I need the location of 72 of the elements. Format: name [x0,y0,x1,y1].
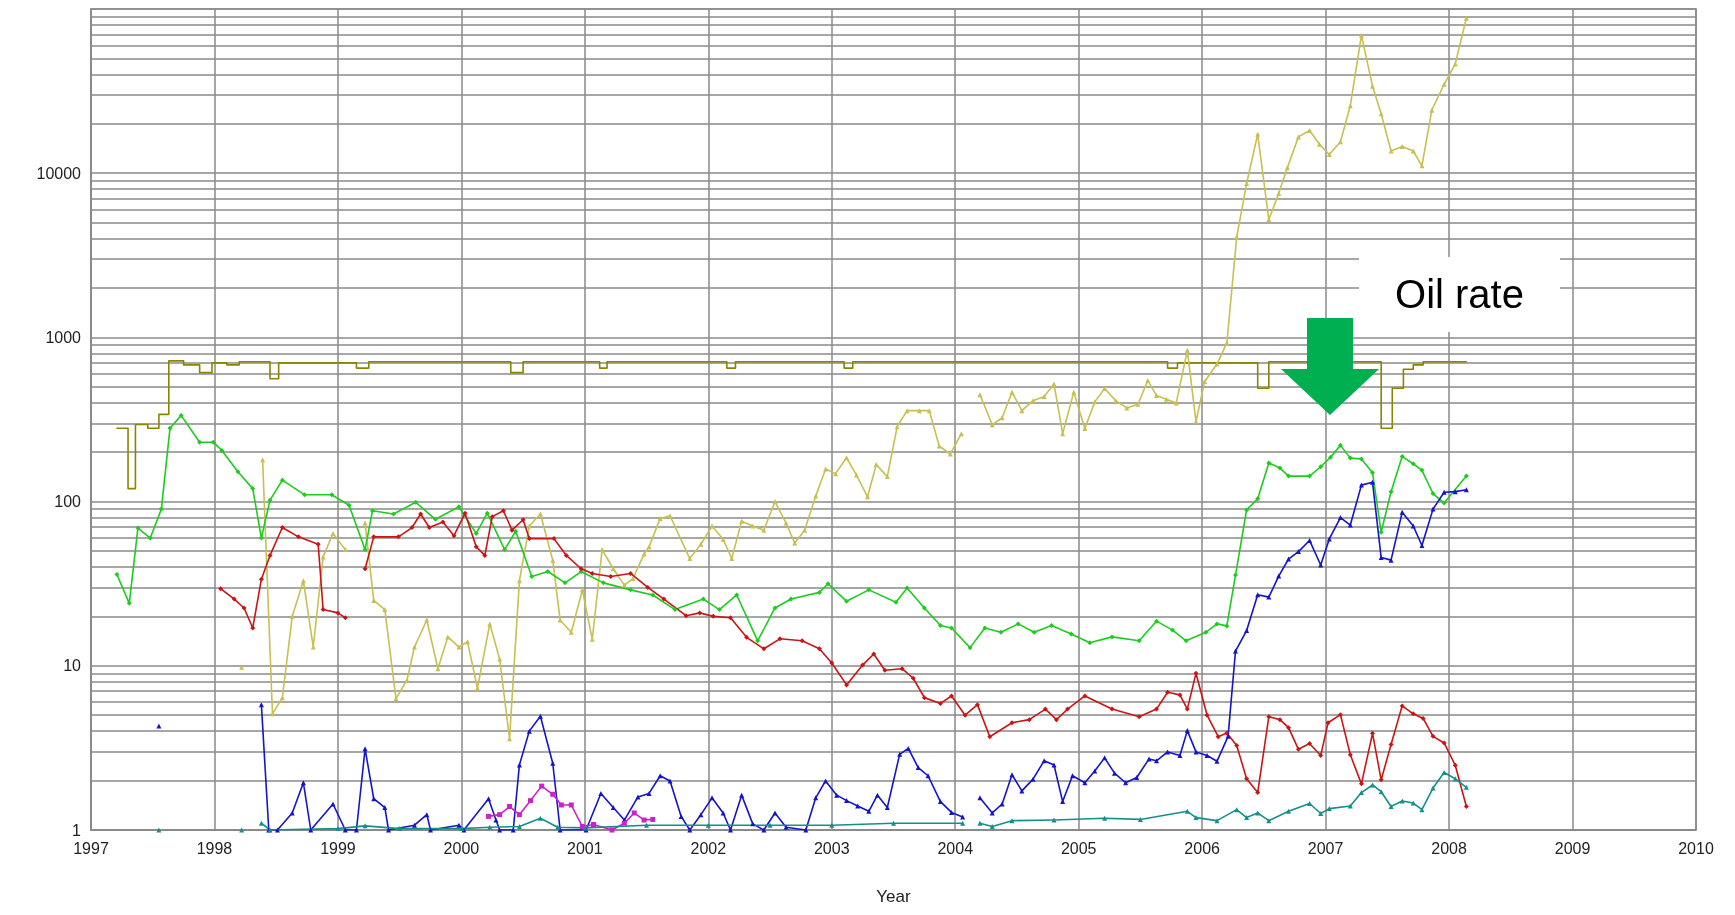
point [989,824,995,830]
x-axis-title: Year [876,887,912,906]
point [487,824,493,830]
point [1307,801,1313,806]
y-tick-label: 1 [72,821,82,839]
point [486,813,492,819]
y-tick-label: 1000 [45,328,82,346]
point [1137,816,1143,822]
point [558,802,564,808]
point [650,816,656,822]
point [829,822,835,828]
point [1463,784,1469,790]
x-tick-label: 2010 [1678,839,1714,857]
point [1430,785,1436,791]
annotation: Oil rate [1359,257,1560,332]
x-tick-label: 1999 [320,839,356,857]
point [239,827,245,833]
point [516,824,522,830]
point [1441,769,1447,775]
x-tick-label: 2004 [937,839,974,857]
point [1326,806,1332,812]
point [641,817,647,823]
point [397,826,403,832]
point [335,826,341,832]
point [1214,818,1220,824]
point [1244,815,1250,821]
point [1410,800,1416,806]
x-tick-label: 2003 [813,839,850,857]
point [1419,807,1425,813]
point [1358,790,1364,796]
x-tick-label: 1998 [196,839,233,857]
point [631,810,637,816]
point [528,798,534,804]
x-tick-label: 2006 [1184,839,1221,857]
point [609,827,615,833]
x-tick-label: 2001 [567,839,603,857]
x-tick-label: 1997 [73,839,109,857]
point [1102,815,1108,821]
point [960,820,966,826]
point [1347,803,1353,809]
point [644,822,650,828]
point [1399,798,1405,804]
point [1318,811,1324,817]
point [767,822,773,828]
point [568,802,574,808]
point [590,822,596,828]
y-tick-label: 100 [54,493,82,511]
y-tick-label: 10000 [36,164,82,182]
point [258,820,264,826]
point [891,820,896,826]
point [537,815,543,821]
x-tick-label: 2002 [690,839,727,857]
x-tick-label: 2007 [1307,839,1344,857]
point [539,783,545,789]
x-tick-label: 2008 [1431,839,1467,857]
point [1286,808,1292,814]
point [1009,818,1015,824]
point [550,791,556,797]
point [1388,804,1394,810]
point [977,820,983,826]
point [1051,817,1057,823]
point [1184,808,1190,814]
point [507,804,513,810]
point [156,827,162,833]
point [516,812,522,818]
point [705,822,711,828]
x-tick-label: 2005 [1060,839,1097,857]
point [497,812,503,818]
point [1193,815,1199,821]
y-tick-label: 10 [63,657,82,675]
x-tick-label: 2000 [443,839,480,857]
x-tick-label: 2009 [1554,839,1591,857]
